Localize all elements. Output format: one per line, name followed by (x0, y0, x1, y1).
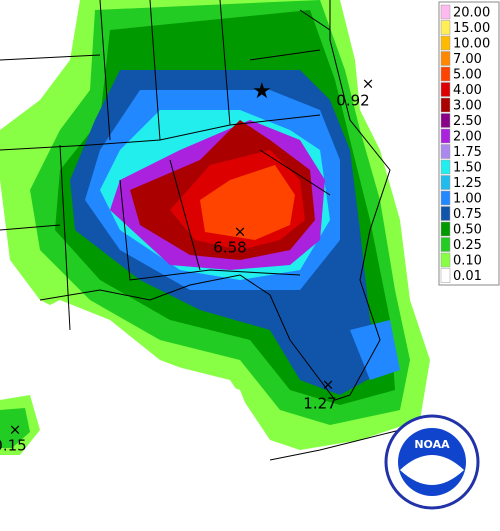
noaa-logo: NOAA (384, 414, 480, 510)
point-label: 1.27 (303, 395, 336, 413)
boundaries (0, 0, 401, 461)
legend-swatch (440, 97, 451, 113)
point-label: 0.92 (336, 92, 369, 110)
legend-swatch (440, 237, 451, 252)
legend-label: 5.00 (453, 68, 482, 83)
legend-swatch (440, 206, 451, 221)
legend-swatch (440, 144, 451, 159)
legend-swatch (440, 159, 451, 175)
legend-swatch (440, 113, 451, 128)
point-label: 6.58 (213, 239, 246, 257)
legend-label: 0.75 (453, 207, 482, 222)
legend-swatch (440, 252, 451, 268)
legend-swatch (440, 175, 451, 190)
legend-label: 20.00 (453, 6, 490, 21)
x-marker: × (9, 421, 22, 439)
legend-swatch (440, 4, 451, 20)
legend-swatch (440, 51, 451, 66)
legend-label: 3.00 (453, 99, 482, 114)
legend-label: 1.50 (453, 161, 482, 176)
legend-label: 0.01 (453, 269, 482, 284)
point-annotations: × 6.58 × 0.92 × 1.27 × 0.15 (0, 75, 374, 455)
legend-swatch (440, 190, 451, 206)
logo-text: NOAA (414, 438, 450, 451)
point-label: 0.15 (0, 437, 27, 455)
x-marker: × (322, 376, 335, 394)
x-marker: × (362, 75, 375, 93)
x-marker: × (234, 223, 247, 241)
legend-swatch (440, 221, 451, 237)
legend-label: 10.00 (453, 37, 490, 52)
legend-swatch (440, 20, 451, 35)
legend-label: 7.00 (453, 52, 482, 67)
legend-label: 4.00 (453, 83, 482, 98)
legend-label: 1.25 (453, 176, 482, 191)
legend-swatch (440, 128, 451, 144)
legend-label: 1.75 (453, 145, 482, 160)
legend-swatch (440, 66, 451, 82)
legend-label: 0.10 (453, 254, 482, 269)
legend-label: 15.00 (453, 21, 490, 36)
legend-label: 1.00 (453, 192, 482, 207)
star-marker: ★ (252, 79, 272, 104)
legend-swatch (440, 35, 451, 51)
legend-label: 2.00 (453, 130, 482, 145)
legend-label: 0.50 (453, 223, 482, 238)
legend-label: 0.25 (453, 238, 482, 253)
legend-swatch (440, 268, 451, 283)
legend-label: 2.50 (453, 114, 482, 129)
legend-swatch (440, 82, 451, 97)
legend: 20.0015.0010.007.005.004.003.002.502.001… (438, 1, 500, 286)
